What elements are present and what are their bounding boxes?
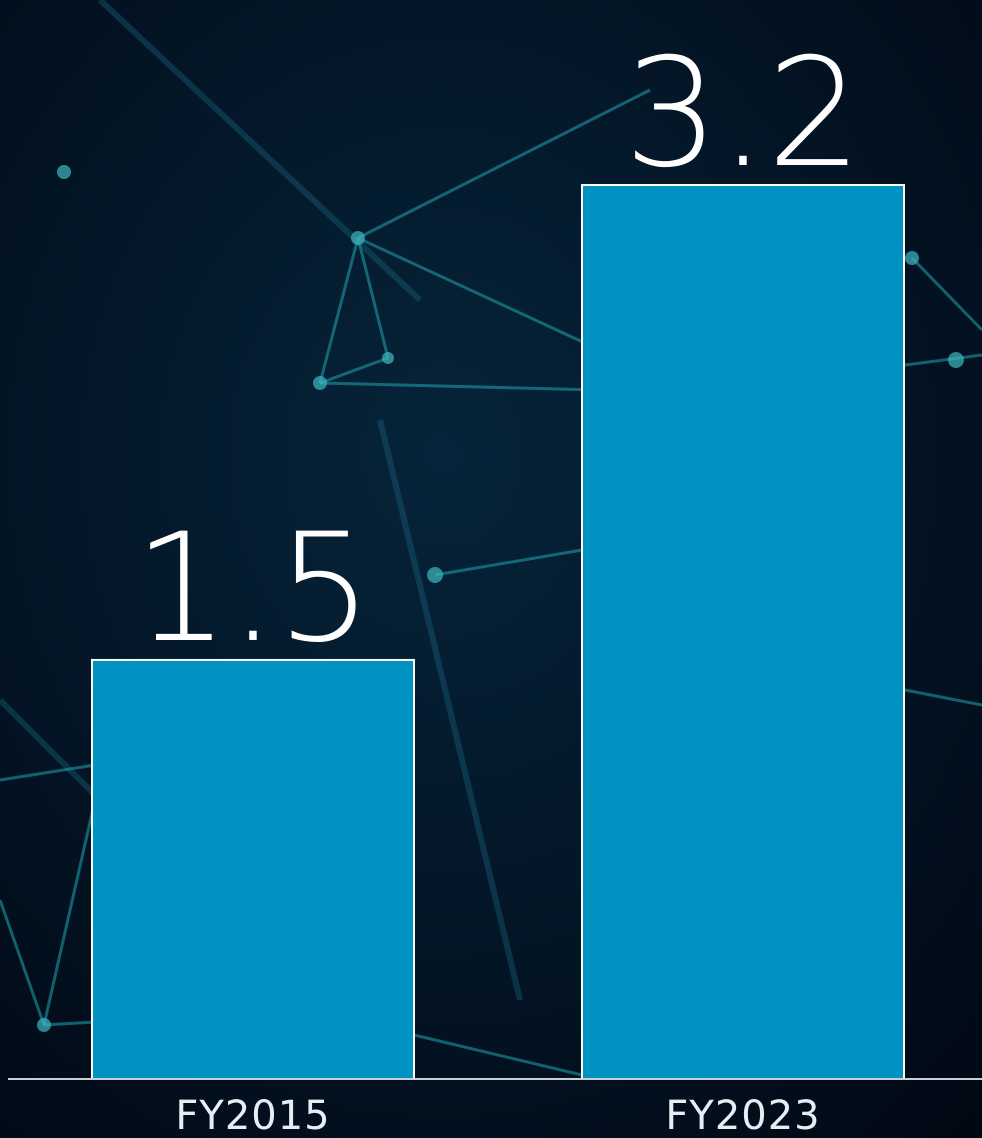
deco-line: [0, 899, 46, 1026]
deco-line: [319, 381, 601, 392]
deco-node: [427, 567, 443, 583]
deco-line: [318, 237, 360, 384]
deco-node: [37, 1018, 51, 1032]
deco-line: [357, 88, 651, 240]
deco-line: [434, 548, 583, 577]
deco-line: [377, 419, 523, 1001]
deco-line: [357, 236, 601, 352]
deco-line: [319, 356, 389, 385]
deco-node: [382, 352, 394, 364]
deco-line: [904, 688, 982, 707]
deco-line: [413, 1033, 583, 1077]
deco-line: [43, 1020, 96, 1027]
deco-node: [57, 165, 71, 179]
data-label: 3.2: [624, 27, 863, 201]
data-label: 1.5: [134, 502, 373, 676]
bar: [91, 658, 415, 1080]
deco-line: [42, 799, 97, 1026]
deco-line: [97, 0, 423, 303]
bar: [581, 184, 905, 1080]
deco-node: [351, 231, 365, 245]
deco-line: [910, 256, 982, 332]
deco-node: [948, 352, 964, 368]
deco-node: [313, 376, 327, 390]
deco-line: [356, 237, 390, 359]
deco-line: [904, 353, 982, 367]
x-tick-label: FY2023: [665, 1093, 820, 1138]
x-tick-label: FY2015: [175, 1093, 330, 1138]
deco-node: [905, 251, 919, 265]
deco-line: [0, 763, 96, 782]
plot-area: 1.5 FY2015 3.2 FY2023: [91, 27, 905, 1138]
